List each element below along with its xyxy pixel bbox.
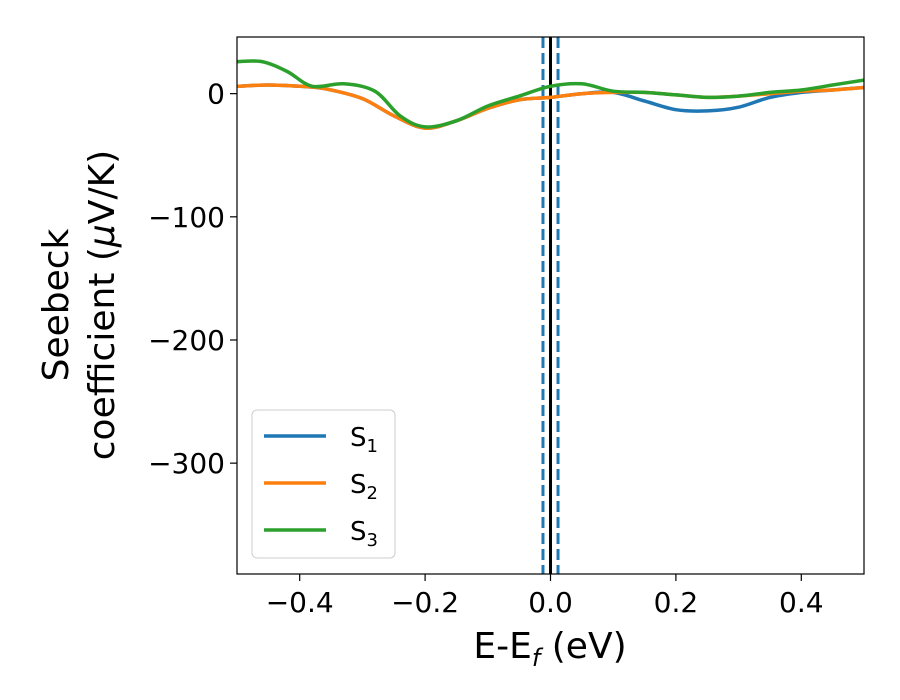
- y-tick-label: 0: [207, 78, 225, 111]
- y-axis-ticks: 0 −100 −200 −300: [148, 78, 237, 480]
- legend-label-s1: S1: [350, 423, 378, 457]
- y-axis-label-text: coefficient (: [82, 247, 123, 460]
- reference-lines: [541, 37, 560, 574]
- y-axis-label-unit: V/K): [82, 150, 123, 224]
- y-axis-label-line1: Seebeck: [36, 228, 77, 381]
- x-tick-label: 0.4: [779, 586, 824, 619]
- y-axis-label: Seebeck coefficient (μV/K): [36, 150, 123, 460]
- series-lines: [237, 59, 864, 130]
- x-tick-label: −0.2: [391, 586, 459, 619]
- x-axis-ticks: −0.4 −0.2 0.0 0.2 0.4: [266, 574, 824, 619]
- y-axis-label-mu: μ: [82, 224, 123, 248]
- series-line-s3: [237, 59, 864, 129]
- y-axis-label-line2: coefficient (μV/K): [82, 150, 123, 460]
- x-axis-label-unit: (eV): [540, 626, 626, 667]
- x-tick-label: −0.4: [266, 586, 334, 619]
- y-tick-label: −100: [148, 201, 225, 234]
- y-tick-label: −200: [148, 324, 225, 357]
- x-axis-label-main: E-E: [473, 626, 531, 667]
- y-tick-label: −300: [148, 447, 225, 480]
- x-tick-label: 0.0: [528, 586, 573, 619]
- legend: S1 S2 S3: [251, 409, 396, 559]
- x-tick-label: 0.2: [654, 586, 699, 619]
- x-axis-label: E-Ef (eV): [473, 626, 626, 672]
- legend-label-s2: S2: [350, 470, 378, 504]
- legend-label-s3: S3: [350, 517, 378, 551]
